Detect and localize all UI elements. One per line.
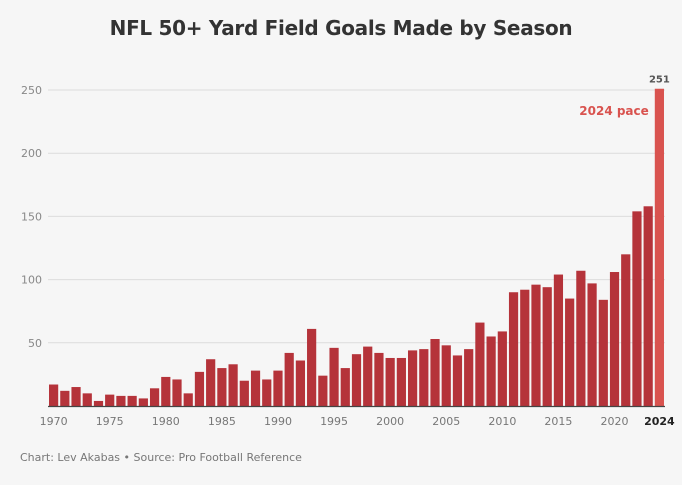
annotation-2024-pace: 2024 pace xyxy=(579,104,649,118)
bar-2009 xyxy=(486,336,496,406)
x-tick-label: 1970 xyxy=(40,415,68,428)
bar-2002 xyxy=(407,350,418,406)
bar-1999 xyxy=(374,352,384,406)
y-axis: 50 100 150 200 250 xyxy=(21,84,42,350)
bar-1970 xyxy=(49,384,59,406)
bar-1975 xyxy=(105,394,115,406)
bar-1995 xyxy=(329,347,339,406)
x-tick-label: 1995 xyxy=(320,415,348,428)
bar-1982 xyxy=(183,393,193,406)
x-tick-label: 2010 xyxy=(488,415,516,428)
bar-1997 xyxy=(351,354,362,406)
bar-2003 xyxy=(419,349,429,406)
bar-2005 xyxy=(441,345,451,406)
bar-2014 xyxy=(542,287,552,406)
data-label-2024: 251 xyxy=(649,75,670,86)
bar-1979 xyxy=(149,388,160,406)
bar-2010 xyxy=(497,331,507,406)
bar-2012 xyxy=(520,289,530,406)
y-tick-label: 150 xyxy=(21,210,42,223)
x-axis: 1970 1975 1980 1985 1990 1995 2000 2005 2010 2015… xyxy=(40,405,675,428)
bar-2021 xyxy=(621,254,631,406)
bar-2022 xyxy=(632,211,642,406)
x-tick-label: 2024 xyxy=(644,415,675,428)
x-tick-label: 2005 xyxy=(432,415,460,428)
bar-1985 xyxy=(217,368,227,406)
bar-2015 xyxy=(553,274,564,406)
chart-footer: Chart: Lev Akabas • Source: Pro Football… xyxy=(20,451,302,464)
bar-2023 xyxy=(643,206,653,406)
bar-1984 xyxy=(206,359,216,406)
x-tick-label: 1980 xyxy=(152,415,180,428)
bar-1978 xyxy=(138,398,148,406)
bar-1989 xyxy=(262,379,272,406)
bar-1991 xyxy=(284,352,294,406)
bar-2018 xyxy=(587,283,597,406)
y-tick-label: 50 xyxy=(28,337,42,350)
x-tick-label: 2020 xyxy=(601,415,629,428)
bar-2013 xyxy=(531,284,541,406)
bar-1998 xyxy=(363,346,373,406)
y-tick-label: 100 xyxy=(21,274,42,287)
x-tick-label: 1975 xyxy=(96,415,124,428)
bar-1977 xyxy=(127,395,137,406)
bar-1992 xyxy=(295,360,306,406)
bar-2017 xyxy=(576,270,586,406)
bar-2000 xyxy=(385,357,395,406)
bar-1988 xyxy=(250,370,261,406)
bar-1993 xyxy=(307,328,317,406)
annotations: 251 2024 pace xyxy=(579,75,670,118)
bar-1986 xyxy=(228,364,238,406)
x-tick-label: 2000 xyxy=(376,415,404,428)
bar-1980 xyxy=(161,376,171,406)
bar-2004 xyxy=(430,339,440,406)
bar-2019 xyxy=(598,299,608,406)
bar-1973 xyxy=(82,393,92,406)
bar-1972 xyxy=(71,387,81,406)
y-tick-label: 250 xyxy=(21,84,42,97)
x-tick-label: 2015 xyxy=(544,415,572,428)
bars xyxy=(49,88,664,407)
bar-1974 xyxy=(93,400,104,406)
chart-title: NFL 50+ Yard Field Goals Made by Season xyxy=(109,16,573,40)
bar-chart: 50 100 150 200 250 1970 1975 1980 1985 1990 1995 2… xyxy=(21,75,675,428)
bar-1971 xyxy=(60,390,70,406)
x-tick-label: 1990 xyxy=(264,415,292,428)
bar-1987 xyxy=(239,380,249,406)
y-tick-label: 200 xyxy=(21,147,42,160)
bar-2001 xyxy=(396,357,406,406)
bar-2024 xyxy=(654,88,664,407)
bar-1994 xyxy=(318,375,328,406)
bar-1996 xyxy=(340,368,350,406)
x-tick-label: 1985 xyxy=(208,415,236,428)
bar-2016 xyxy=(565,298,575,406)
bar-1981 xyxy=(172,379,182,406)
bar-1990 xyxy=(273,370,283,406)
bar-1983 xyxy=(194,371,205,406)
bar-2011 xyxy=(508,292,519,406)
bar-1976 xyxy=(116,395,126,406)
bar-2007 xyxy=(464,349,474,406)
bar-2020 xyxy=(609,272,620,406)
bar-2008 xyxy=(475,322,485,406)
bar-2006 xyxy=(452,355,463,406)
